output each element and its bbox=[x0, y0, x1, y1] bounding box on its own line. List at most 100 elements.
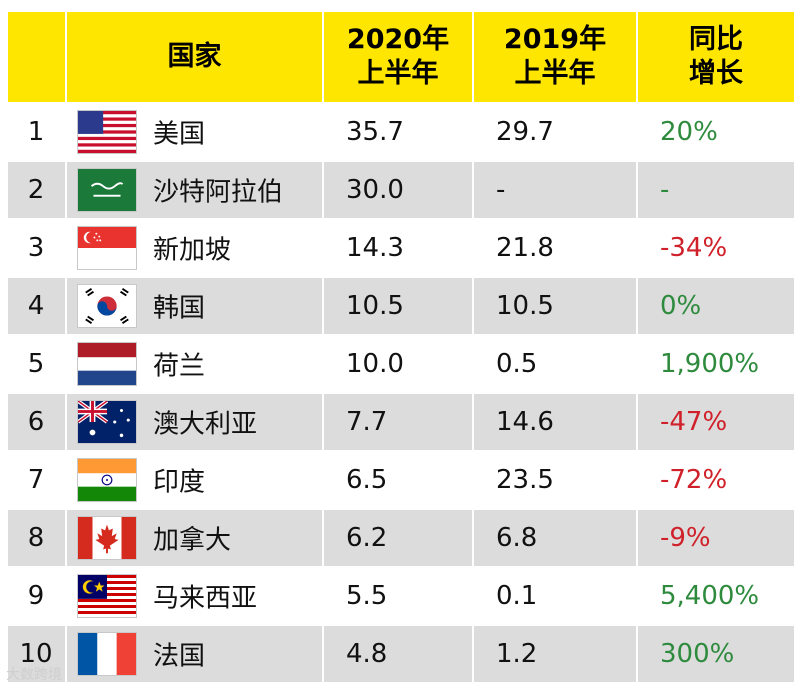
table-row: 4 韩国 10.5 10.5 0% bbox=[0, 278, 802, 334]
rank-cell: 2 bbox=[8, 162, 65, 218]
country-name: 沙特阿拉伯 bbox=[153, 177, 284, 208]
watermark: 大数跨境 bbox=[6, 667, 62, 683]
country-cell: 韩国 bbox=[67, 278, 322, 334]
value-2019-cell: 21.8 bbox=[474, 220, 636, 276]
rank-cell: 8 bbox=[8, 510, 65, 566]
usa-flag-icon bbox=[77, 110, 137, 154]
value-2019: 1.2 bbox=[496, 639, 538, 669]
growth-cell: 5,400% bbox=[638, 568, 794, 624]
rank-cell: 3 bbox=[8, 220, 65, 276]
rank-number: 7 bbox=[27, 465, 45, 495]
value-2019: 14.6 bbox=[496, 407, 554, 437]
value-2020-cell: 10.0 bbox=[324, 336, 472, 392]
table-row: 7 印度 6.5 23.5 -72% bbox=[0, 452, 802, 508]
value-2019: 23.5 bbox=[496, 465, 554, 495]
rank-number: 1 bbox=[27, 117, 45, 147]
malaysia-flag-icon bbox=[77, 574, 137, 618]
header-growth-cell: 同比 增长 bbox=[638, 12, 794, 102]
growth-cell: 1,900% bbox=[638, 336, 794, 392]
growth-cell: -9% bbox=[638, 510, 794, 566]
value-2019: 6.8 bbox=[496, 523, 538, 553]
value-2019-cell: 6.8 bbox=[474, 510, 636, 566]
header-yoy-growth: 同比 增长 bbox=[689, 24, 743, 89]
header-country: 国家 bbox=[167, 41, 222, 72]
netherlands-flag-icon bbox=[77, 342, 137, 386]
growth-cell: -72% bbox=[638, 452, 794, 508]
table-header: 国家 2020年 上半年 2019年 上半年 同比 增长 bbox=[0, 12, 802, 102]
country-cell: 美国 bbox=[67, 104, 322, 160]
value-2019-cell: 0.1 bbox=[474, 568, 636, 624]
rank-number: 10 bbox=[19, 639, 53, 669]
table-row: 1 美国 35.7 29.7 20% bbox=[0, 104, 802, 160]
country-name: 新加坡 bbox=[153, 235, 232, 266]
value-2019: 0.1 bbox=[496, 581, 538, 611]
canada-flag-icon bbox=[77, 516, 137, 560]
value-2020: 6.5 bbox=[346, 465, 388, 495]
country-cell: 沙特阿拉伯 bbox=[67, 162, 322, 218]
rank-cell: 9 bbox=[8, 568, 65, 624]
country-cell: 法国 bbox=[67, 626, 322, 682]
value-2020-cell: 30.0 bbox=[324, 162, 472, 218]
table-row: 5 荷兰 10.0 0.5 1,900% bbox=[0, 336, 802, 392]
value-2020-cell: 6.2 bbox=[324, 510, 472, 566]
value-2020: 6.2 bbox=[346, 523, 388, 553]
rank-number: 2 bbox=[27, 175, 45, 205]
south-korea-flag-icon bbox=[77, 284, 137, 328]
value-2019-cell: - bbox=[474, 162, 636, 218]
rank-cell: 7 bbox=[8, 452, 65, 508]
country-cell: 印度 bbox=[67, 452, 322, 508]
india-flag-icon bbox=[77, 458, 137, 502]
country-name: 韩国 bbox=[153, 293, 206, 324]
header-rank-cell bbox=[8, 12, 65, 102]
header-2020-h1: 2020年 上半年 bbox=[346, 24, 450, 89]
rank-number: 4 bbox=[27, 291, 45, 321]
growth-cell: -34% bbox=[638, 220, 794, 276]
value-2020: 7.7 bbox=[346, 407, 388, 437]
rank-cell: 6 bbox=[8, 394, 65, 450]
value-2020-cell: 5.5 bbox=[324, 568, 472, 624]
country-name: 荷兰 bbox=[153, 351, 206, 382]
value-2019-cell: 14.6 bbox=[474, 394, 636, 450]
rank-number: 9 bbox=[27, 581, 45, 611]
growth-cell: 0% bbox=[638, 278, 794, 334]
value-2020: 14.3 bbox=[346, 233, 404, 263]
header-country-cell: 国家 bbox=[67, 12, 322, 102]
country-cell: 加拿大 bbox=[67, 510, 322, 566]
value-2020: 10.0 bbox=[346, 349, 404, 379]
growth-value: -34% bbox=[660, 233, 728, 263]
growth-cell: 20% bbox=[638, 104, 794, 160]
value-2020: 10.5 bbox=[346, 291, 404, 321]
value-2019-cell: 10.5 bbox=[474, 278, 636, 334]
table-row: 10 法国 4.8 1.2 300% bbox=[0, 626, 802, 682]
value-2020-cell: 35.7 bbox=[324, 104, 472, 160]
country-cell: 新加坡 bbox=[67, 220, 322, 276]
growth-value: -9% bbox=[660, 523, 711, 553]
country-cell: 澳大利亚 bbox=[67, 394, 322, 450]
growth-value: 20% bbox=[660, 117, 718, 147]
header-2019-h1: 2019年 上半年 bbox=[503, 24, 607, 89]
country-name: 美国 bbox=[153, 119, 206, 150]
value-2020-cell: 7.7 bbox=[324, 394, 472, 450]
value-2020-cell: 10.5 bbox=[324, 278, 472, 334]
rank-cell: 1 bbox=[8, 104, 65, 160]
growth-cell: -47% bbox=[638, 394, 794, 450]
rank-number: 3 bbox=[27, 233, 45, 263]
value-2020-cell: 6.5 bbox=[324, 452, 472, 508]
country-name: 马来西亚 bbox=[153, 583, 258, 614]
saudi-arabia-flag-icon bbox=[77, 168, 137, 212]
growth-value: -72% bbox=[660, 465, 728, 495]
country-name: 澳大利亚 bbox=[153, 409, 258, 440]
rank-cell: 4 bbox=[8, 278, 65, 334]
value-2019: 21.8 bbox=[496, 233, 554, 263]
growth-value: 5,400% bbox=[660, 581, 760, 611]
growth-value: - bbox=[660, 175, 670, 205]
country-cell: 马来西亚 bbox=[67, 568, 322, 624]
value-2020-cell: 4.8 bbox=[324, 626, 472, 682]
header-2019-cell: 2019年 上半年 bbox=[474, 12, 636, 102]
value-2020-cell: 14.3 bbox=[324, 220, 472, 276]
australia-flag-icon bbox=[77, 400, 137, 444]
growth-value: 1,900% bbox=[660, 349, 760, 379]
value-2020: 5.5 bbox=[346, 581, 388, 611]
table-row: 8 加拿大 6.2 6.8 -9% bbox=[0, 510, 802, 566]
table-row: 2 沙特阿拉伯 30.0 - - bbox=[0, 162, 802, 218]
